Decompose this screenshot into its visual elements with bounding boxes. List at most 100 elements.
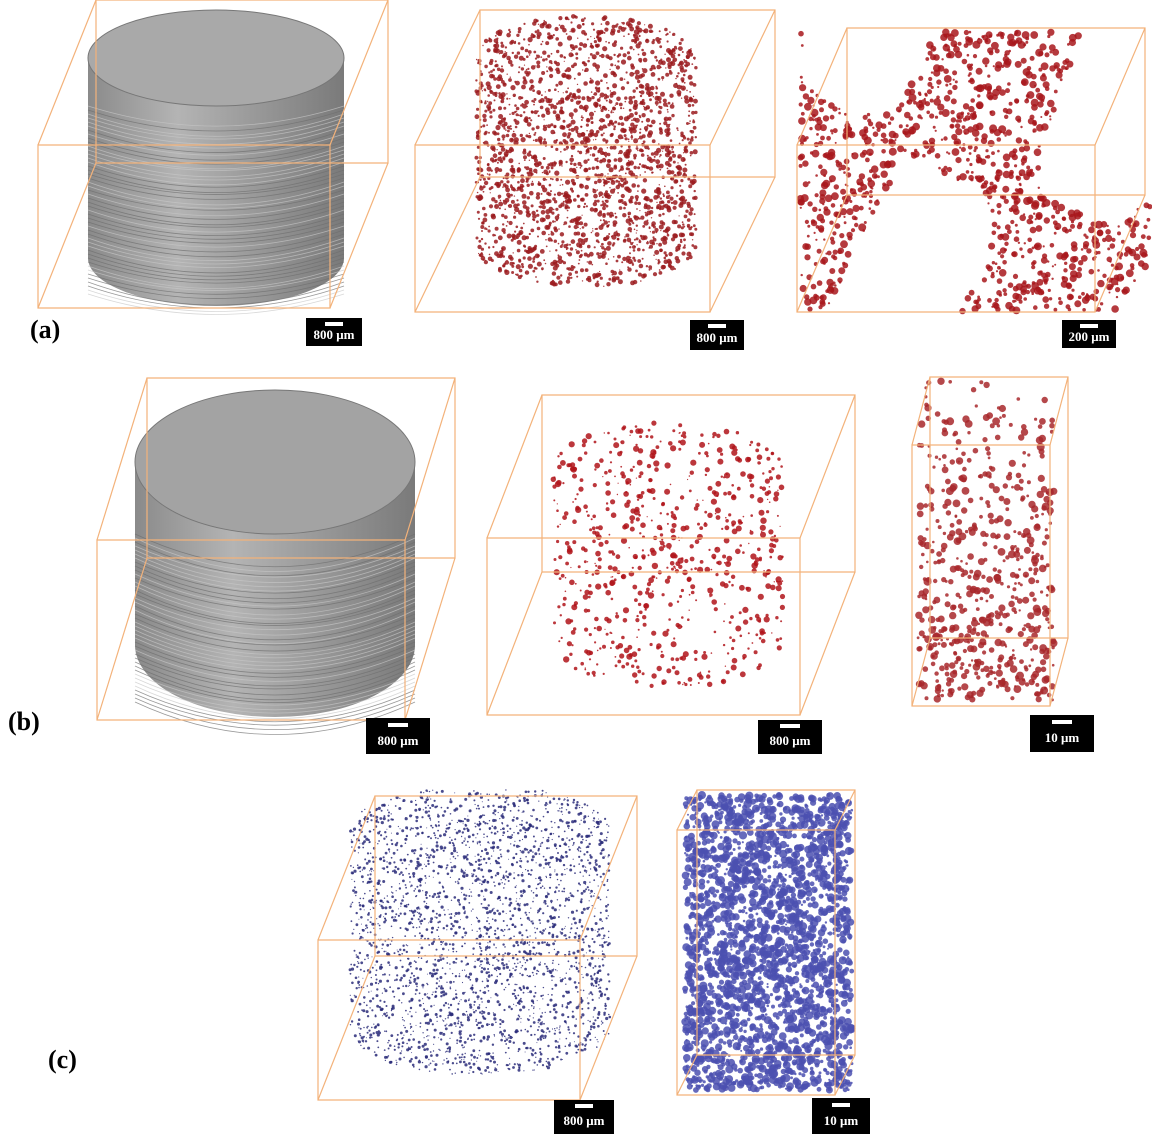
particle	[540, 249, 545, 254]
particle	[844, 113, 847, 116]
particle	[1028, 664, 1031, 667]
particle	[424, 938, 426, 940]
particle	[683, 173, 685, 175]
particle	[755, 614, 760, 619]
particle	[531, 204, 534, 207]
particle	[523, 23, 525, 25]
particle	[679, 198, 681, 200]
particle	[640, 85, 644, 89]
particle	[523, 76, 526, 79]
particle	[999, 269, 1007, 277]
particle	[518, 66, 520, 68]
particle	[590, 36, 591, 37]
particle	[1014, 33, 1017, 36]
particle	[630, 430, 634, 434]
particle	[620, 451, 623, 454]
particle	[941, 170, 947, 176]
particle	[624, 116, 629, 121]
particle	[1083, 241, 1089, 247]
particle	[903, 131, 907, 135]
particle	[1026, 284, 1031, 289]
particle	[544, 138, 546, 140]
particle	[1026, 94, 1030, 98]
particle	[611, 270, 615, 274]
particle	[670, 528, 675, 533]
particle	[994, 677, 997, 680]
particle	[677, 558, 683, 564]
particle	[594, 641, 596, 643]
particle	[881, 139, 883, 141]
particle	[1021, 162, 1024, 165]
particle	[828, 102, 835, 109]
particle	[639, 103, 640, 104]
particle	[529, 191, 534, 196]
particle	[534, 159, 538, 163]
particle	[601, 54, 605, 58]
particle	[997, 569, 1001, 573]
particle	[651, 575, 654, 578]
particle	[807, 307, 812, 312]
particle	[927, 89, 932, 94]
particle	[699, 526, 703, 530]
particle	[610, 146, 614, 150]
particle	[565, 91, 568, 94]
particle	[641, 121, 643, 123]
particle	[546, 225, 550, 229]
particle	[484, 181, 488, 185]
particle	[566, 95, 570, 99]
particle	[403, 897, 404, 898]
particle	[591, 45, 595, 49]
particle	[1044, 566, 1047, 569]
particle	[628, 216, 630, 218]
particle	[680, 38, 683, 41]
particle	[1009, 423, 1013, 427]
particle	[593, 208, 598, 213]
particle	[679, 432, 681, 434]
particle	[964, 669, 969, 674]
particle	[667, 57, 669, 59]
particle	[1033, 213, 1035, 215]
particle	[991, 306, 993, 308]
particle	[714, 547, 720, 553]
particle	[622, 525, 627, 530]
particle	[1022, 627, 1026, 631]
particle	[529, 168, 532, 171]
particle	[613, 442, 619, 448]
particle	[670, 553, 675, 558]
particle	[1008, 601, 1015, 608]
particle	[424, 993, 427, 996]
particle	[647, 516, 648, 517]
particle	[732, 524, 735, 527]
particle	[605, 1003, 607, 1005]
particle	[494, 930, 496, 932]
particle	[1102, 238, 1106, 242]
particle	[643, 58, 648, 63]
particle	[504, 209, 506, 211]
particle	[406, 944, 407, 945]
particle	[542, 23, 545, 26]
particle	[688, 141, 692, 145]
particle	[642, 249, 645, 252]
particle	[1016, 230, 1020, 234]
particle	[432, 855, 435, 858]
particle	[592, 515, 596, 519]
particle	[1042, 503, 1050, 511]
particle	[708, 443, 710, 445]
particle	[576, 101, 580, 105]
particle	[632, 567, 634, 569]
particle	[389, 964, 391, 966]
particle	[608, 221, 610, 223]
particle	[997, 225, 1001, 229]
particle	[636, 478, 637, 479]
particle	[1050, 243, 1055, 248]
particle	[560, 179, 562, 181]
particle	[515, 274, 517, 276]
particle	[593, 277, 596, 280]
particle	[489, 111, 492, 114]
particle	[750, 483, 754, 487]
particle	[747, 647, 749, 649]
particle	[690, 207, 694, 211]
particle	[813, 294, 818, 299]
particle	[952, 605, 957, 610]
particle	[630, 241, 632, 243]
